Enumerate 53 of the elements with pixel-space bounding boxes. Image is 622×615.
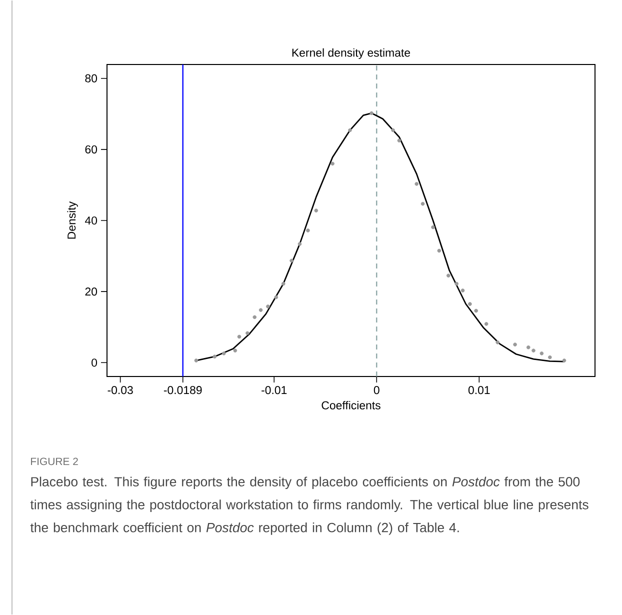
x-tick-label: -0.01 bbox=[262, 386, 287, 394]
line-series bbox=[195, 112, 565, 362]
point bbox=[414, 182, 419, 186]
point bbox=[258, 308, 263, 312]
point bbox=[348, 128, 352, 132]
point bbox=[237, 334, 242, 339]
point bbox=[194, 358, 198, 362]
point bbox=[274, 295, 278, 300]
point bbox=[454, 282, 458, 286]
point bbox=[266, 304, 270, 308]
y-axis-title: Density bbox=[67, 201, 78, 239]
y-tick-label: 40 bbox=[85, 216, 98, 225]
point bbox=[397, 138, 402, 142]
point bbox=[290, 258, 294, 263]
point bbox=[314, 208, 318, 212]
chart-title: Kernel density estimate bbox=[292, 48, 410, 59]
point bbox=[526, 345, 530, 350]
point bbox=[420, 202, 425, 206]
point bbox=[281, 282, 286, 286]
point bbox=[446, 274, 450, 278]
x-tick-label: -0.03 bbox=[108, 386, 133, 394]
caption: FIGURE 2 bbox=[31, 458, 78, 466]
y-tick-label: 0 bbox=[92, 358, 98, 367]
point bbox=[252, 315, 257, 320]
point bbox=[431, 225, 435, 230]
y-tick-label: 60 bbox=[85, 145, 98, 154]
point bbox=[437, 248, 442, 253]
point bbox=[532, 348, 536, 352]
point bbox=[540, 352, 544, 356]
point bbox=[460, 288, 465, 292]
point bbox=[212, 354, 217, 358]
point bbox=[513, 342, 517, 346]
x-tick-label: -0.0189 bbox=[164, 386, 202, 394]
point bbox=[222, 352, 226, 356]
x-tick-label: 0 bbox=[374, 386, 380, 394]
text: Placebo test. This figure reports the density of placebo coefficients on Postdoc from the 500 times assigning the postdoctoral workstation to firms randomly. The vertical blue line presents the benchmark coefficient on Postdoc reported in Column (2) of Table 4. bbox=[30, 476, 588, 535]
x-tick-label: 0.01 bbox=[468, 386, 490, 394]
y-tick-label: 20 bbox=[85, 288, 98, 296]
point bbox=[298, 242, 302, 246]
point bbox=[330, 162, 334, 166]
point bbox=[306, 228, 310, 232]
point bbox=[474, 308, 478, 313]
point bbox=[562, 358, 566, 362]
point bbox=[233, 348, 238, 352]
x-axis-title: Coefficients bbox=[322, 400, 380, 410]
point bbox=[246, 331, 250, 336]
point bbox=[468, 302, 472, 306]
point bbox=[496, 340, 500, 344]
point bbox=[548, 355, 552, 360]
point bbox=[484, 322, 488, 326]
point bbox=[391, 128, 395, 132]
y-tick-label: 80 bbox=[85, 74, 98, 82]
point bbox=[370, 111, 374, 116]
